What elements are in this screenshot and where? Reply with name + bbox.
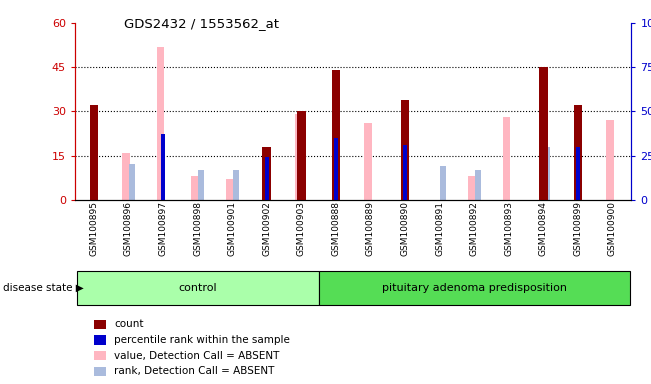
Bar bbox=[440, 166, 446, 200]
Text: disease state ▶: disease state ▶ bbox=[3, 283, 84, 293]
Bar bbox=[503, 117, 510, 200]
Text: control: control bbox=[178, 283, 217, 293]
Bar bbox=[331, 70, 340, 200]
Bar bbox=[334, 138, 338, 200]
Bar bbox=[262, 147, 271, 200]
Bar bbox=[191, 176, 199, 200]
Bar bbox=[122, 152, 130, 200]
Bar bbox=[544, 147, 550, 200]
Bar bbox=[574, 106, 582, 200]
Bar bbox=[475, 170, 480, 200]
Text: value, Detection Call = ABSENT: value, Detection Call = ABSENT bbox=[114, 351, 279, 361]
Bar bbox=[364, 123, 372, 200]
Bar bbox=[157, 46, 165, 200]
Bar bbox=[161, 134, 165, 200]
Bar bbox=[198, 170, 204, 200]
Bar bbox=[232, 170, 239, 200]
Bar bbox=[297, 111, 305, 200]
Bar bbox=[295, 114, 303, 200]
Bar bbox=[129, 164, 135, 200]
Bar bbox=[468, 176, 475, 200]
Bar bbox=[401, 99, 409, 200]
Text: GDS2432 / 1553562_at: GDS2432 / 1553562_at bbox=[124, 17, 279, 30]
Text: percentile rank within the sample: percentile rank within the sample bbox=[114, 335, 290, 345]
Bar bbox=[90, 106, 98, 200]
Text: pituitary adenoma predisposition: pituitary adenoma predisposition bbox=[381, 283, 566, 293]
Bar bbox=[403, 145, 407, 200]
Bar bbox=[606, 120, 614, 200]
Bar bbox=[265, 157, 269, 200]
Bar bbox=[576, 147, 580, 200]
Bar bbox=[226, 179, 234, 200]
Bar bbox=[539, 67, 547, 200]
Text: rank, Detection Call = ABSENT: rank, Detection Call = ABSENT bbox=[114, 366, 274, 376]
Text: count: count bbox=[114, 319, 143, 329]
